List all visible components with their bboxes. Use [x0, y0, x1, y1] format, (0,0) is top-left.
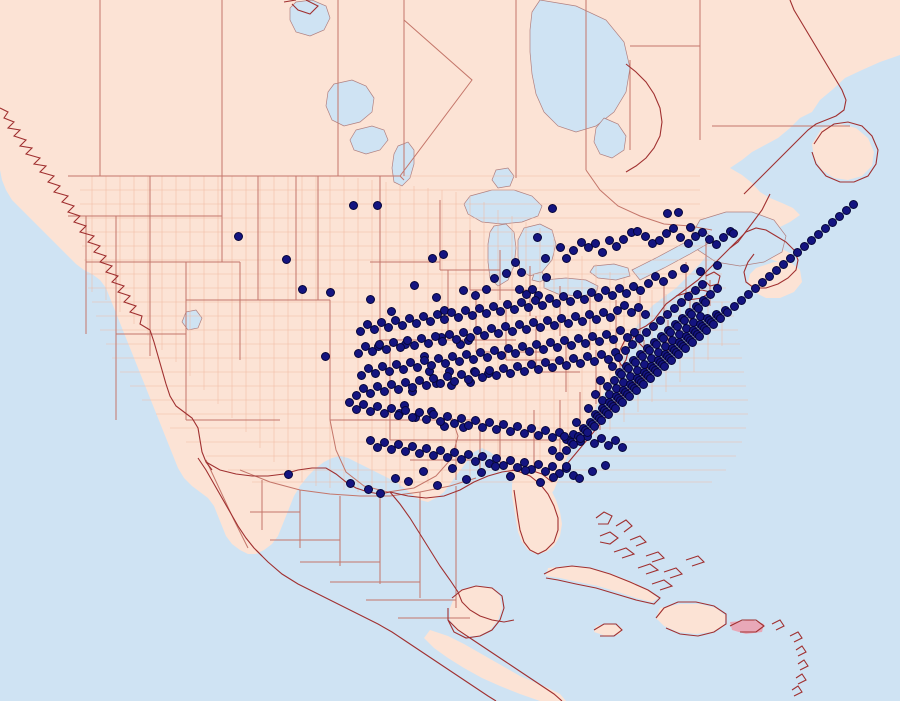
baja-west-coast	[197, 457, 263, 557]
hispaniola-island	[656, 604, 726, 634]
hudson-bay-southeast-arm	[593, 117, 627, 159]
puerto-rico-island	[730, 620, 764, 634]
hudson-bay	[529, 0, 631, 133]
lake-nipigon	[491, 167, 515, 189]
cuba-coastline	[543, 565, 661, 605]
lake-winnipeg	[391, 141, 415, 187]
great-salt-lake	[181, 309, 203, 331]
nova-scotia	[748, 262, 802, 298]
hispaniola-coastline	[655, 601, 727, 637]
central-america-coast	[447, 619, 563, 701]
cuba-island	[546, 566, 658, 602]
yucatan-coastline	[447, 585, 505, 639]
jamaica-coastline	[593, 623, 623, 637]
newfoundland-coastline	[811, 121, 879, 183]
maritime-coastline	[743, 227, 799, 289]
bahamas-islands	[595, 511, 706, 591]
arctic-island-a	[283, 0, 319, 15]
vancouver-island	[8, 138, 70, 196]
great-bear-lake	[289, 0, 331, 37]
puerto-rico-coastline	[729, 619, 765, 633]
central-america	[424, 630, 566, 701]
north-america-landmass	[0, 0, 900, 554]
maine-coast	[729, 193, 771, 249]
florida-peninsula	[512, 470, 562, 554]
mexico-gulf-coast	[389, 491, 515, 623]
lesser-antilles-islands	[771, 619, 809, 697]
us-west-coast	[149, 329, 213, 471]
yucatan-peninsula	[450, 586, 502, 636]
jamaica-island	[594, 624, 622, 636]
newfoundland-island	[812, 124, 874, 180]
lake-athabasca	[349, 125, 389, 155]
mexico-pacific-coast	[255, 549, 497, 701]
cape-cod	[705, 271, 721, 287]
pacific-northwest-coastline	[0, 107, 151, 331]
labrador-coastline	[743, 0, 847, 195]
lakes-layer	[181, 0, 787, 331]
hudson-bay-east-coast	[625, 63, 663, 173]
